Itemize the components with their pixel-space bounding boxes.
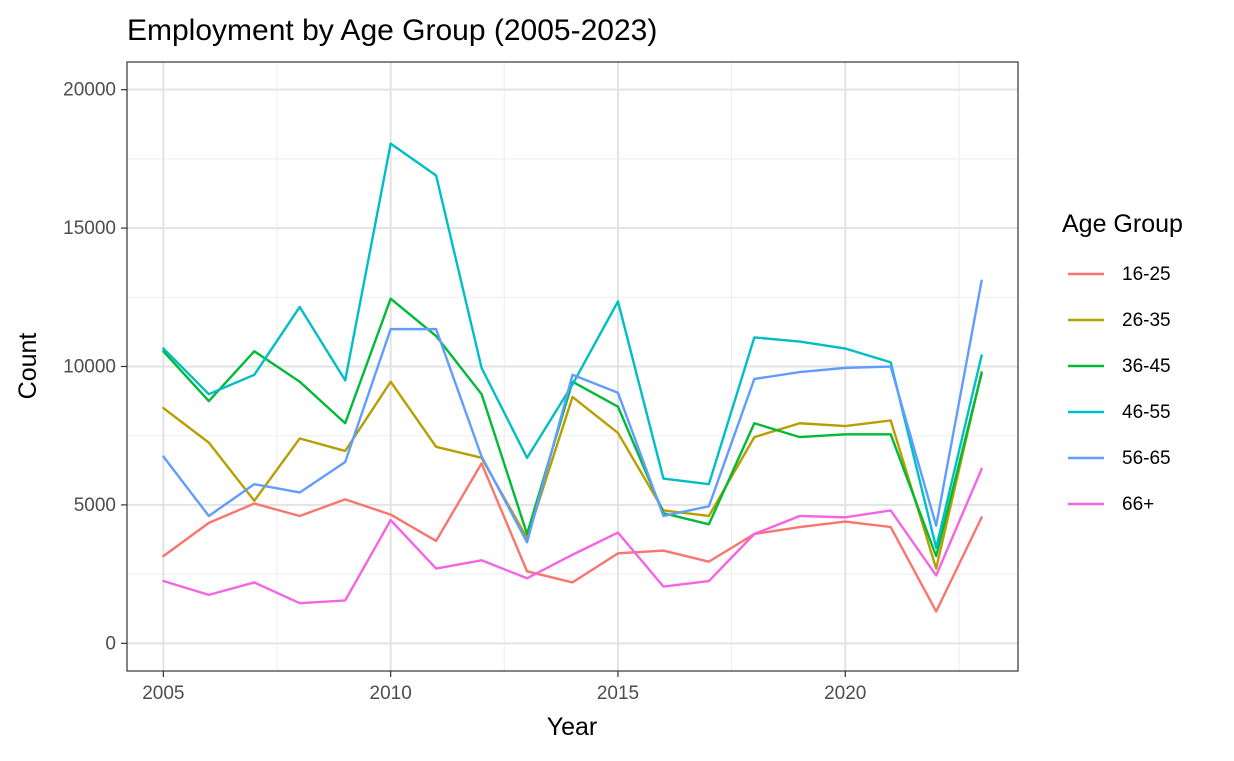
plot-area: 0 5000 10000 15000 20000 2005 2010 2015 2020 [63, 61, 1019, 704]
legend-item-36-45: 36-45 [1068, 356, 1171, 377]
legend-label: 16-25 [1122, 264, 1171, 285]
x-axis-label: Year [547, 713, 598, 741]
series-line-46-55 [162, 142, 983, 550]
legend-label: 36-45 [1122, 356, 1171, 377]
y-tick-label: 10000 [63, 357, 116, 378]
series-line-36-45 [162, 297, 983, 558]
series-line-16-25 [162, 462, 983, 613]
legend: Age Group 16-25 26-35 36-45 46-55 56-65 66+ [1062, 210, 1183, 515]
series-line-26-35 [162, 370, 983, 570]
legend-item-26-35: 26-35 [1068, 310, 1171, 331]
chart-title: Employment by Age Group (2005-2023) [127, 14, 657, 47]
x-tick-label: 2010 [370, 683, 412, 704]
legend-item-66+: 66+ [1068, 494, 1154, 515]
y-tick-label: 0 [105, 633, 116, 654]
y-axis-label: Count [14, 333, 42, 400]
y-tick-label: 5000 [74, 495, 116, 516]
legend-item-16-25: 16-25 [1068, 264, 1171, 285]
legend-item-56-65: 56-65 [1068, 448, 1171, 469]
y-tick-label: 20000 [63, 80, 116, 101]
x-tick-label: 2020 [824, 683, 866, 704]
legend-label: 46-55 [1122, 402, 1171, 423]
legend-title: Age Group [1062, 210, 1183, 238]
x-tick-label: 2005 [142, 683, 184, 704]
legend-items: 16-25 26-35 36-45 46-55 56-65 66+ [1068, 264, 1171, 515]
y-tick-label: 15000 [63, 218, 116, 239]
series-line-56-65 [162, 279, 983, 544]
legend-label: 66+ [1122, 494, 1154, 515]
legend-item-46-55: 46-55 [1068, 402, 1171, 423]
series-line-66+ [162, 467, 983, 605]
x-tick-label: 2015 [597, 683, 639, 704]
legend-label: 56-65 [1122, 448, 1171, 469]
legend-label: 26-35 [1122, 310, 1171, 331]
